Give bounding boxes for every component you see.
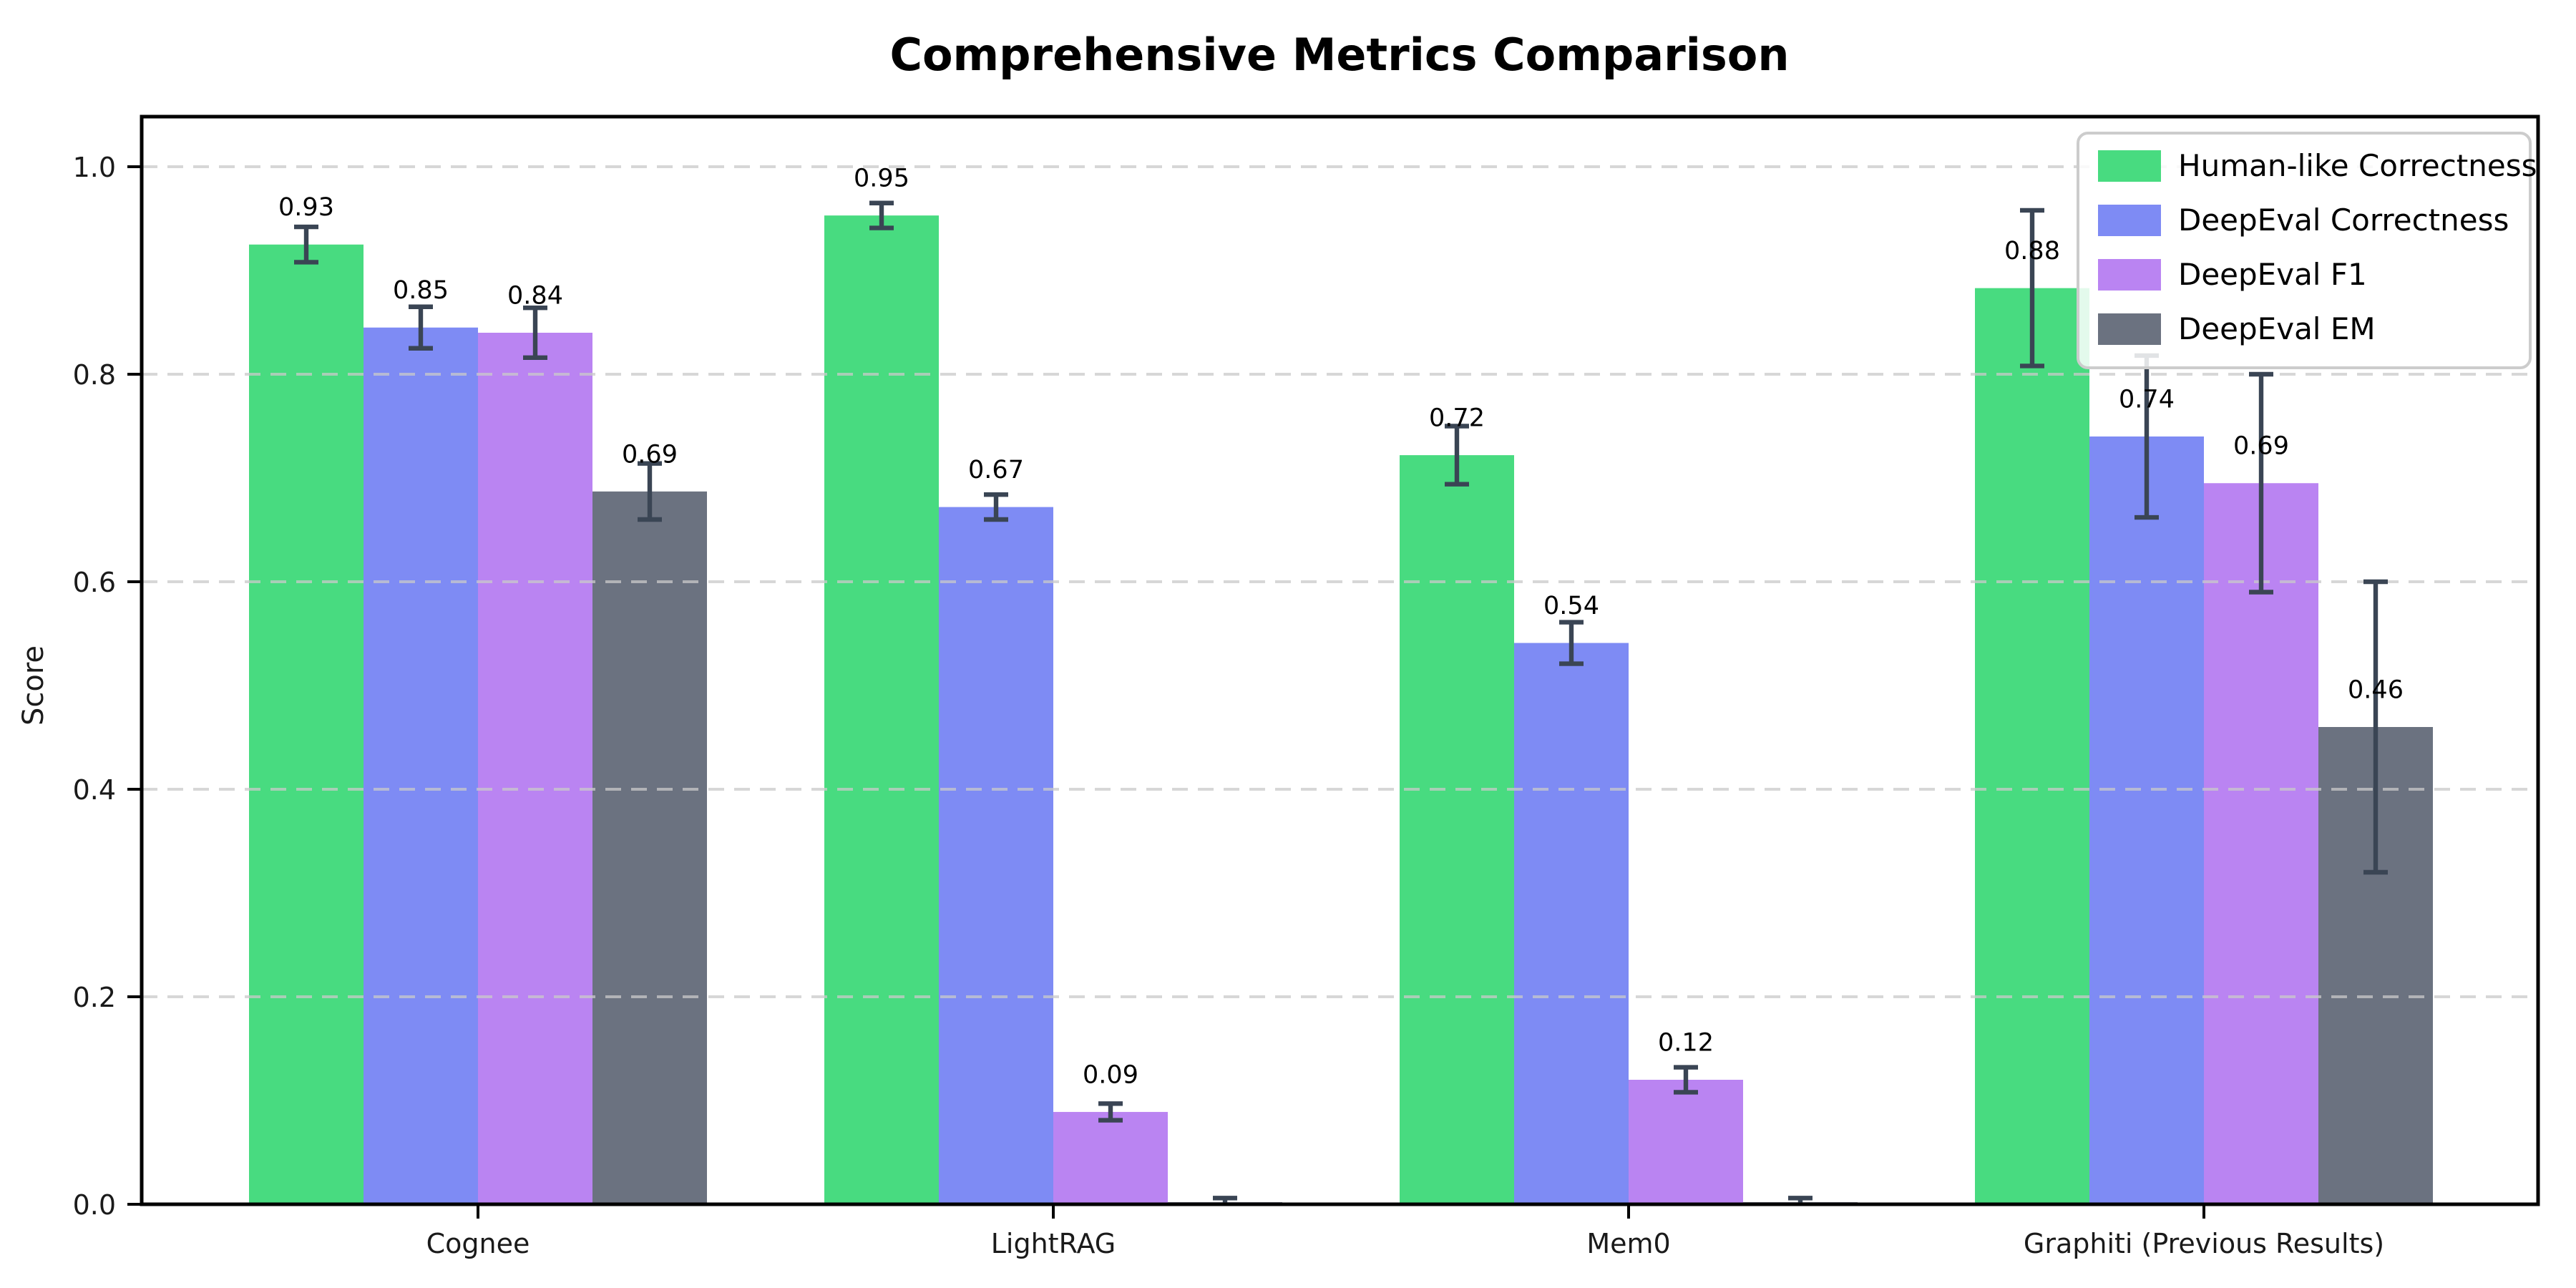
plot-border <box>140 114 2540 1206</box>
y-axis-label: Score <box>17 645 50 726</box>
error-bar-2-0 <box>523 306 547 360</box>
x-tick-label-1: LightRAG <box>991 1228 1116 1259</box>
error-bar-0-1 <box>869 200 894 230</box>
bar-value-label: 0.12 <box>1658 1028 1714 1057</box>
bar-deepeval-f1-0 <box>478 333 592 1204</box>
y-tick-label: 1.0 <box>73 152 116 183</box>
y-tick-label: 0.4 <box>73 774 116 806</box>
error-bar-1-2 <box>1559 620 1584 666</box>
bar-deepeval-correctness-3 <box>2089 436 2204 1204</box>
bar-value-label: 0.84 <box>507 281 563 310</box>
error-bar-0-3 <box>2020 208 2044 369</box>
legend-swatch-0 <box>2098 150 2161 182</box>
legend-label-2: DeepEval F1 <box>2178 257 2367 292</box>
error-bar-1-0 <box>409 304 433 351</box>
x-tick-label-0: Cognee <box>426 1228 530 1259</box>
bar-human-like-correctness-3 <box>1975 288 2089 1204</box>
bars-layer <box>249 215 2433 1204</box>
bar-value-label: 0.93 <box>278 193 334 222</box>
error-bar-0-2 <box>1445 424 1469 487</box>
y-tick-label: 0.0 <box>73 1189 116 1221</box>
x-tick-label-2: Mem0 <box>1586 1228 1670 1259</box>
error-bar-0-0 <box>294 224 318 265</box>
legend-label-1: DeepEval Correctness <box>2178 203 2509 238</box>
bar-value-label: 0.69 <box>622 440 678 469</box>
bar-deepeval-correctness-2 <box>1514 643 1629 1204</box>
error-bar-3-0 <box>638 461 662 522</box>
x-tick-label-3: Graphiti (Previous Results) <box>2024 1228 2384 1259</box>
y-tick-label: 0.6 <box>73 567 116 598</box>
error-bar-3-2 <box>1788 1196 1813 1204</box>
bar-value-label: 0.74 <box>2119 385 2175 414</box>
error-bar-2-2 <box>1674 1065 1698 1095</box>
bar-value-label: 0.85 <box>393 276 449 305</box>
error-bar-2-3 <box>2249 371 2273 595</box>
bar-value-label: 0.54 <box>1543 592 1599 620</box>
bar-value-label: 0.95 <box>854 165 909 193</box>
chart-title: Comprehensive Metrics Comparison <box>889 29 1789 81</box>
bar-value-label: 0.69 <box>2233 432 2289 461</box>
error-bar-3-3 <box>2363 579 2388 875</box>
error-bar-2-1 <box>1098 1101 1123 1123</box>
bar-deepeval-f1-3 <box>2204 483 2318 1204</box>
bar-value-label: 0.72 <box>1429 404 1485 433</box>
legend-swatch-1 <box>2098 205 2161 236</box>
y-tick-label: 0.8 <box>73 359 116 391</box>
error-bar-3-1 <box>1213 1196 1237 1204</box>
bar-deepeval-correctness-1 <box>939 507 1053 1204</box>
bar-value-labels-layer: 0.93 0.95 0.72 0.88 0.85 0.67 0.54 0.74 0.84 0.09… <box>278 165 2404 1090</box>
error-bar-1-1 <box>984 492 1008 522</box>
legend-box <box>2077 132 2532 369</box>
bar-value-label: 0.67 <box>968 456 1024 484</box>
legend-label-0: Human-like Correctness <box>2178 148 2537 183</box>
legend-label-3: DeepEval EM <box>2178 311 2376 346</box>
bar-deepeval-f1-2 <box>1629 1080 1743 1204</box>
legend-swatch-2 <box>2098 259 2161 291</box>
bar-deepeval-correctness-0 <box>364 327 478 1204</box>
bar-value-label: 0.88 <box>2004 237 2060 265</box>
legend-swatch-3 <box>2098 313 2161 345</box>
bar-human-like-correctness-0 <box>249 244 364 1204</box>
bar-value-label: 0.09 <box>1083 1060 1138 1089</box>
bar-value-label: 0.46 <box>2348 675 2404 704</box>
bar-human-like-correctness-2 <box>1400 455 1514 1204</box>
bar-human-like-correctness-1 <box>824 215 939 1204</box>
bar-deepeval-em-0 <box>592 491 707 1204</box>
y-tick-label: 0.2 <box>73 982 116 1013</box>
bar-deepeval-f1-1 <box>1053 1111 1168 1204</box>
axes-layer: 0.0 0.2 0.4 0.6 0.8 1.0 Cognee LightRAG Mem0 Grap… <box>73 114 2540 1259</box>
legend: Human-like Correctness DeepEval Correctne… <box>2077 132 2537 369</box>
